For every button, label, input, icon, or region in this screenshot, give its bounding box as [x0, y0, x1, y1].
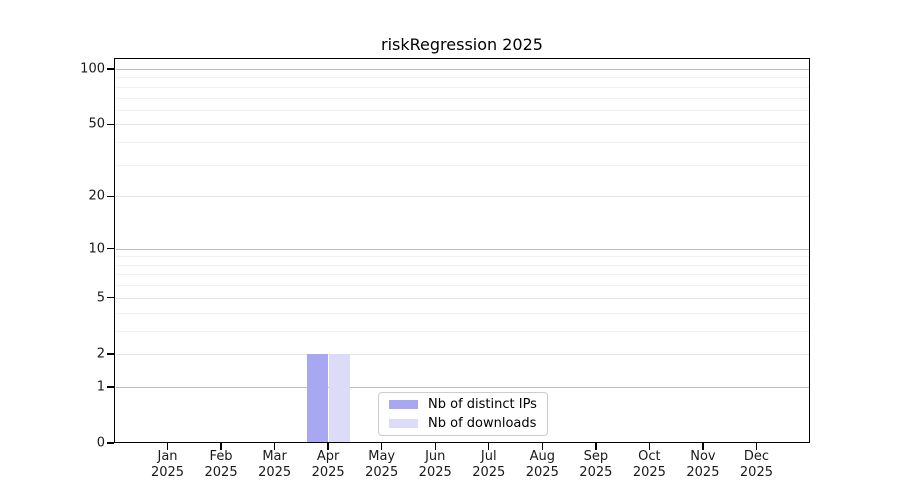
gridline-y-30: [115, 164, 809, 166]
y-tick-label-2: 2: [96, 346, 105, 362]
legend-row-distinct-ips: Nb of distinct IPs: [389, 397, 537, 412]
x-tick-label-jul: Jul 2025: [472, 449, 506, 480]
x-tick-label-feb: Feb 2025: [204, 449, 238, 480]
gridline-y-50: [115, 124, 809, 126]
x-tick-label-nov: Nov 2025: [686, 449, 720, 480]
y-tick-label-100: 100: [80, 61, 105, 77]
bar-apr-nb-of-distinct-ips: [306, 353, 328, 442]
y-tick-label-0: 0: [96, 435, 105, 451]
x-tick-dec: [755, 443, 758, 450]
x-tick-label-may: May 2025: [365, 449, 399, 480]
y-tick-label-20: 20: [88, 188, 105, 204]
y-tick-50: [107, 123, 114, 126]
x-tick-apr: [327, 443, 329, 450]
legend-label-distinct-ips: Nb of distinct IPs: [428, 397, 537, 412]
legend-swatch-downloads: [389, 419, 418, 428]
x-tick-label-jan: Jan 2025: [150, 449, 185, 480]
x-tick-label-apr: Apr 2025: [311, 449, 345, 480]
y-tick-1: [107, 386, 114, 388]
x-tick-label-oct: Oct 2025: [632, 449, 666, 480]
gridline-y-10: [115, 248, 809, 250]
y-tick-label-1: 1: [96, 379, 105, 395]
x-tick-jun: [434, 443, 436, 450]
gridline-y-80: [115, 86, 809, 88]
x-tick-label-sep: Sep 2025: [579, 449, 613, 480]
gridline-y-9: [115, 256, 809, 258]
legend-label-downloads: Nb of downloads: [428, 416, 537, 431]
gridline-y-6: [115, 285, 809, 287]
gridline-y-7: [115, 274, 809, 276]
x-tick-oct: [648, 443, 651, 450]
x-tick-may: [380, 443, 383, 450]
legend-row-downloads: Nb of downloads: [389, 416, 537, 431]
y-tick-label-10: 10: [88, 241, 105, 257]
x-tick-label-jun: Jun 2025: [418, 449, 452, 480]
gridline-y-70: [115, 97, 809, 99]
gridline-y-8: [115, 264, 809, 266]
chart-title: riskRegression 2025: [381, 35, 543, 54]
y-tick-10: [107, 247, 114, 250]
x-tick-aug: [541, 443, 543, 450]
x-tick-feb: [220, 443, 222, 450]
y-tick-label-5: 5: [96, 290, 105, 306]
legend: Nb of distinct IPs Nb of downloads: [378, 392, 548, 436]
gridline-y-20: [115, 196, 809, 198]
gridline-y-1: [115, 386, 809, 388]
y-tick-100: [107, 68, 114, 70]
gridline-y-3: [115, 330, 809, 332]
x-tick-jul: [488, 443, 490, 450]
gridline-y-100: [115, 69, 809, 70]
plot-area-border: [114, 58, 810, 443]
y-tick-0: [107, 442, 114, 444]
gridline-y-60: [115, 109, 809, 111]
x-tick-mar: [273, 443, 276, 450]
x-tick-sep: [595, 443, 597, 450]
x-tick-label-mar: Mar 2025: [258, 449, 292, 480]
y-tick-label-50: 50: [88, 116, 105, 132]
gridline-y-90: [115, 77, 809, 79]
gridline-y-2: [115, 353, 809, 355]
x-tick-jan: [166, 443, 169, 450]
gridline-y-4: [115, 312, 809, 314]
legend-swatch-distinct-ips: [389, 400, 418, 409]
y-tick-2: [107, 353, 114, 355]
x-tick-nov: [702, 443, 704, 450]
x-tick-label-aug: Aug 2025: [525, 449, 559, 480]
bar-apr-nb-of-downloads: [329, 353, 351, 442]
gridline-y-5: [115, 297, 809, 299]
x-tick-label-dec: Dec 2025: [739, 449, 773, 480]
gridline-y-40: [115, 142, 809, 144]
y-tick-20: [107, 195, 114, 197]
y-tick-5: [107, 297, 114, 299]
